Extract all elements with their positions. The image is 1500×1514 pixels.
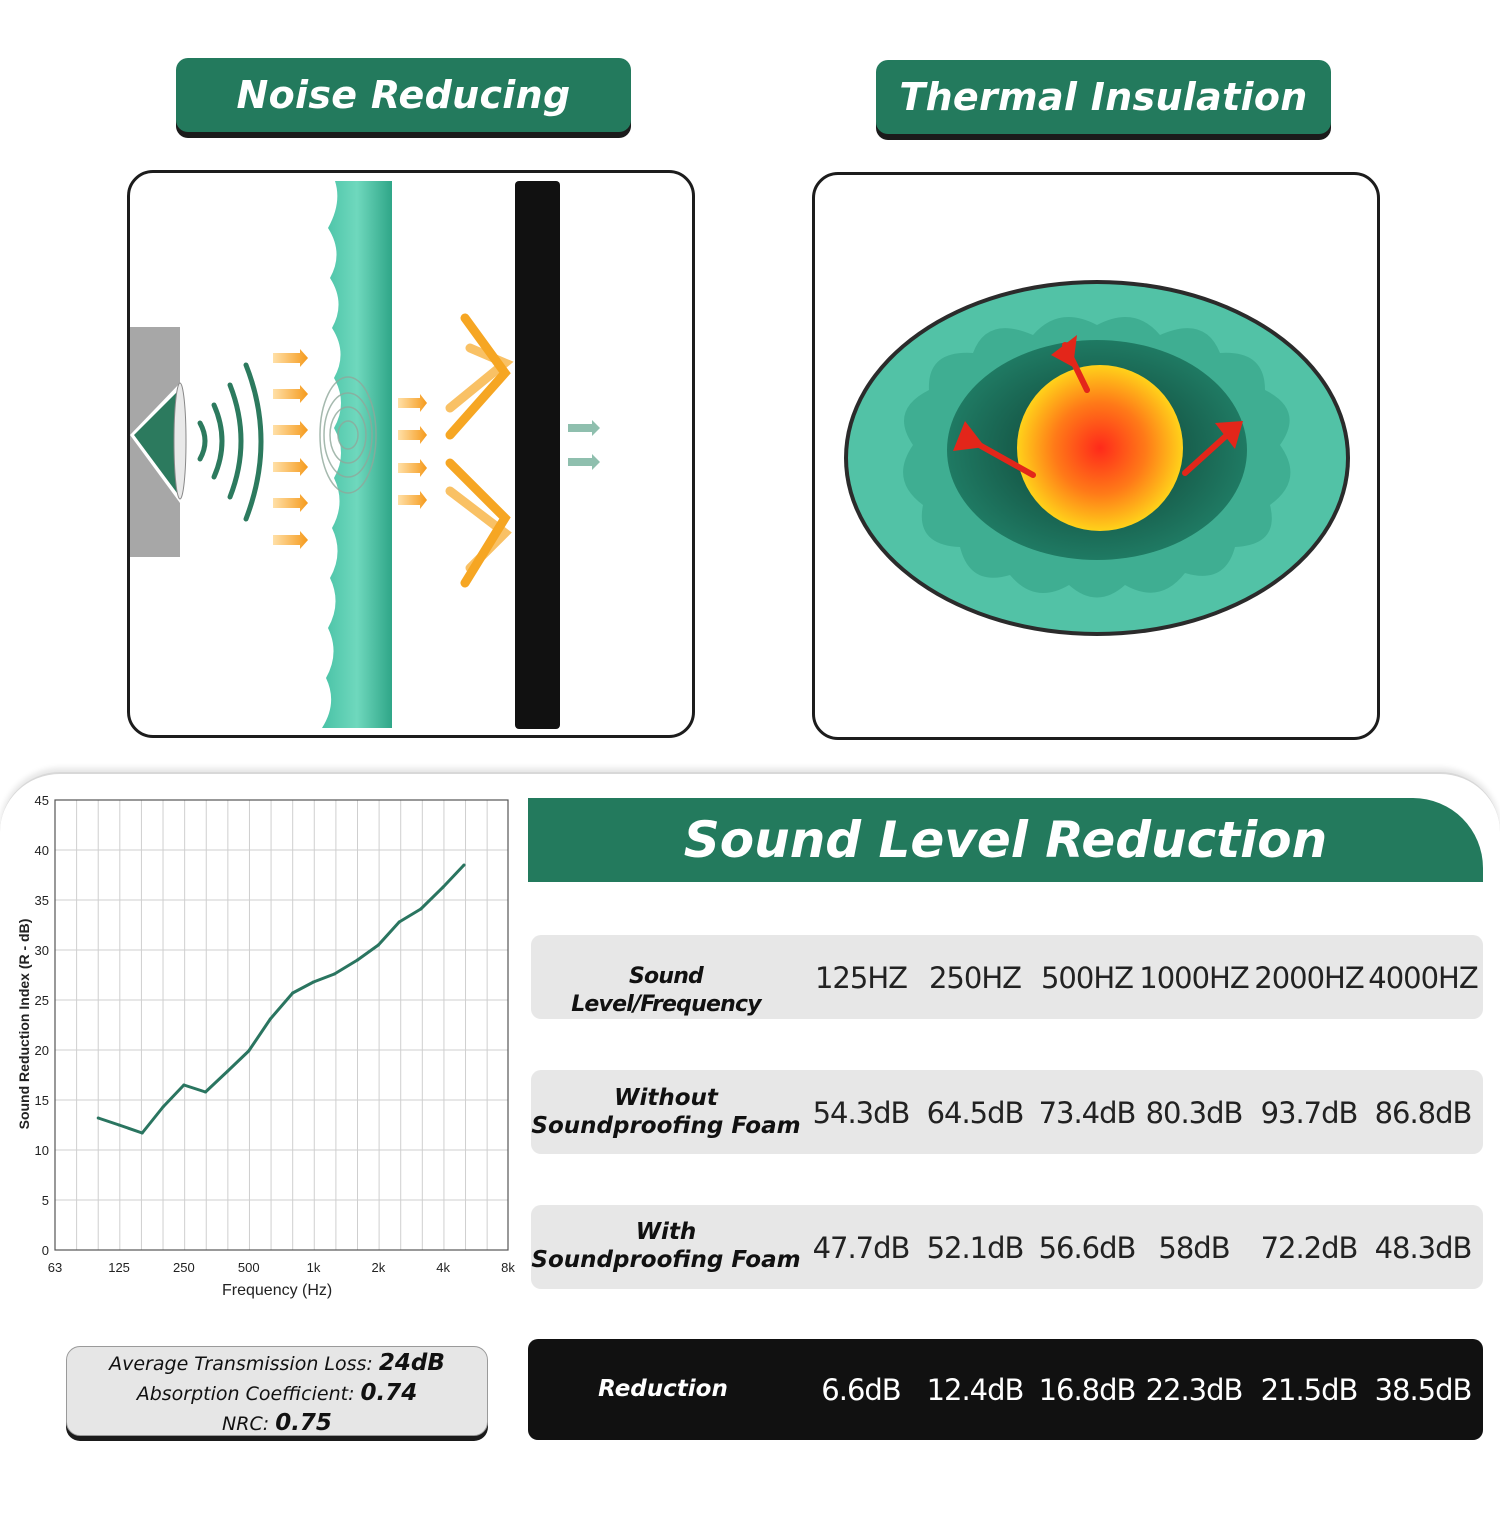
- chart-data-point: [291, 991, 295, 995]
- chart-y-tick-label: 35: [35, 893, 49, 908]
- without-foam-value: 73.4dB: [1038, 1096, 1137, 1130]
- chart-x-axis-label: Frequency (Hz): [222, 1282, 333, 1299]
- acoustic-foam-icon: [319, 181, 392, 728]
- without-foam-value: 80.3dB: [1145, 1096, 1244, 1130]
- without-foam-value: 86.8dB: [1374, 1096, 1473, 1130]
- noise-reducing-illustration: [127, 170, 695, 738]
- chart-y-tick-label: 30: [35, 943, 49, 958]
- chart-data-point: [397, 920, 401, 924]
- chart-data-point: [268, 1017, 272, 1021]
- chart-x-tick-label: 250: [173, 1260, 195, 1275]
- chart-data-point: [441, 885, 445, 889]
- wall-icon: [515, 181, 560, 729]
- frequency-header-row: Sound Level/Frequency 125HZ 250HZ 500HZ …: [531, 935, 1483, 1019]
- speaker-icon: [130, 327, 187, 557]
- noise-illustration-svg: [130, 181, 600, 729]
- chart-data-point: [312, 980, 316, 984]
- chart-y-tick-label: 45: [35, 793, 49, 808]
- reduction-value: 16.8dB: [1038, 1373, 1137, 1407]
- chart-x-tick-label: 8k: [501, 1260, 515, 1275]
- chart-frame: [54, 799, 509, 1251]
- noise-reducing-title-text: Noise Reducing: [236, 73, 571, 117]
- acoustic-stats-box: Average Transmission Loss: 24dB Absorpti…: [66, 1346, 488, 1436]
- frequency-cell: 500HZ: [1040, 961, 1134, 995]
- reduction-value: 21.5dB: [1260, 1373, 1359, 1407]
- chart-x-tick-label: 63: [48, 1260, 62, 1275]
- reduction-label: Reduction: [598, 1376, 728, 1402]
- without-foam-label: Without Soundproofing Foam: [531, 1085, 801, 1139]
- sound-level-reduction-title-text: Sound Level Reduction: [683, 811, 1328, 869]
- chart-x-tick-label: 125: [108, 1260, 130, 1275]
- heat-source-icon: [1017, 365, 1183, 531]
- thermal-insulation-title: Thermal Insulation: [876, 60, 1331, 134]
- with-foam-value: 48.3dB: [1374, 1231, 1473, 1265]
- chart-y-tick-label: 40: [35, 843, 49, 858]
- thermal-insulation-title-text: Thermal Insulation: [899, 75, 1308, 119]
- chart-x-tick-label: 4k: [436, 1260, 450, 1275]
- transmitted-sound-arrows-icon: [568, 420, 600, 470]
- with-foam-value: 58dB: [1158, 1231, 1230, 1265]
- chart-series-line: [97, 863, 466, 1135]
- thermal-illustration-svg: [844, 280, 1350, 636]
- frequency-cell: 250HZ: [928, 961, 1022, 995]
- incoming-sound-arrows-icon: [273, 349, 308, 549]
- chart-data-point: [182, 1083, 186, 1087]
- reduction-row: Reduction 6.6dB 12.4dB 16.8dB 22.3dB 21.…: [528, 1339, 1483, 1440]
- frequency-cell: 2000HZ: [1254, 961, 1364, 995]
- reduction-value: 6.6dB: [821, 1373, 901, 1407]
- with-foam-label: With Soundproofing Foam: [531, 1219, 801, 1273]
- chart-y-tick-label: 20: [35, 1043, 49, 1058]
- with-foam-row: With Soundproofing Foam 47.7dB 52.1dB 56…: [531, 1205, 1483, 1289]
- chart-svg: 0 5 10 15 20 25 30 35 40 45 63 125 250 500 1k 2k 4k 8k: [35, 793, 516, 1275]
- thermal-insulation-illustration: [812, 172, 1380, 740]
- heat-arrows-icon: [953, 335, 1243, 478]
- chart-data-point: [355, 958, 359, 962]
- without-foam-row: Without Soundproofing Foam 54.3dB 64.5dB…: [531, 1070, 1483, 1154]
- chart-y-axis-label: Sound Reduction Index (R - dB): [16, 918, 32, 1130]
- transmission-loss-chart: 0 5 10 15 20 25 30 35 40 45 63 125 250 500 1k 2k 4k 8k: [0, 790, 520, 1310]
- chart-data-point: [204, 1090, 208, 1094]
- chart-data-point: [247, 1049, 251, 1053]
- nrc-value: NRC: 0.75: [222, 1410, 332, 1436]
- reduction-value: 22.3dB: [1145, 1373, 1244, 1407]
- chart-data-point: [140, 1131, 144, 1135]
- chart-data-point: [376, 943, 380, 947]
- chart-y-tick-label: 0: [42, 1243, 49, 1258]
- chart-y-tick-label: 10: [35, 1143, 49, 1158]
- without-foam-value: 54.3dB: [812, 1096, 911, 1130]
- reflected-sound-arrows-icon: [445, 313, 514, 588]
- reduction-value: 12.4dB: [926, 1373, 1025, 1407]
- chart-y-tick-label: 25: [35, 993, 49, 1008]
- chart-data-point: [161, 1105, 165, 1109]
- sound-waves-icon: [197, 362, 264, 522]
- chart-data-point: [419, 907, 423, 911]
- chart-data-point: [462, 863, 466, 867]
- passing-sound-arrows-icon: [398, 394, 427, 509]
- noise-reducing-title: Noise Reducing: [176, 58, 631, 132]
- chart-data-point: [332, 972, 336, 976]
- avg-transmission-loss: Average Transmission Loss: 24dB: [109, 1350, 445, 1376]
- with-foam-value: 47.7dB: [812, 1231, 911, 1265]
- with-foam-value: 52.1dB: [926, 1231, 1025, 1265]
- chart-y-tick-label: 15: [35, 1093, 49, 1108]
- frequency-cell: 1000HZ: [1139, 961, 1249, 995]
- chart-data-point: [226, 1069, 230, 1073]
- with-foam-value: 56.6dB: [1038, 1231, 1137, 1265]
- chart-x-tick-label: 500: [238, 1260, 260, 1275]
- with-foam-value: 72.2dB: [1260, 1231, 1359, 1265]
- without-foam-value: 93.7dB: [1260, 1096, 1359, 1130]
- reduction-value: 38.5dB: [1374, 1373, 1473, 1407]
- frequency-cell: 4000HZ: [1368, 961, 1478, 995]
- chart-y-tick-label: 5: [42, 1193, 49, 1208]
- sound-level-reduction-title: Sound Level Reduction: [528, 798, 1483, 882]
- chart-x-tick-label: 2k: [371, 1260, 385, 1275]
- chart-data-point: [96, 1116, 100, 1120]
- chart-data-point: [117, 1123, 121, 1127]
- frequency-header-label: Sound Level/Frequency: [571, 964, 761, 1017]
- absorption-coefficient: Absorption Coefficient: 0.74: [136, 1380, 418, 1406]
- frequency-cell: 125HZ: [814, 961, 908, 995]
- without-foam-value: 64.5dB: [926, 1096, 1025, 1130]
- chart-x-tick-label: 1k: [307, 1260, 321, 1275]
